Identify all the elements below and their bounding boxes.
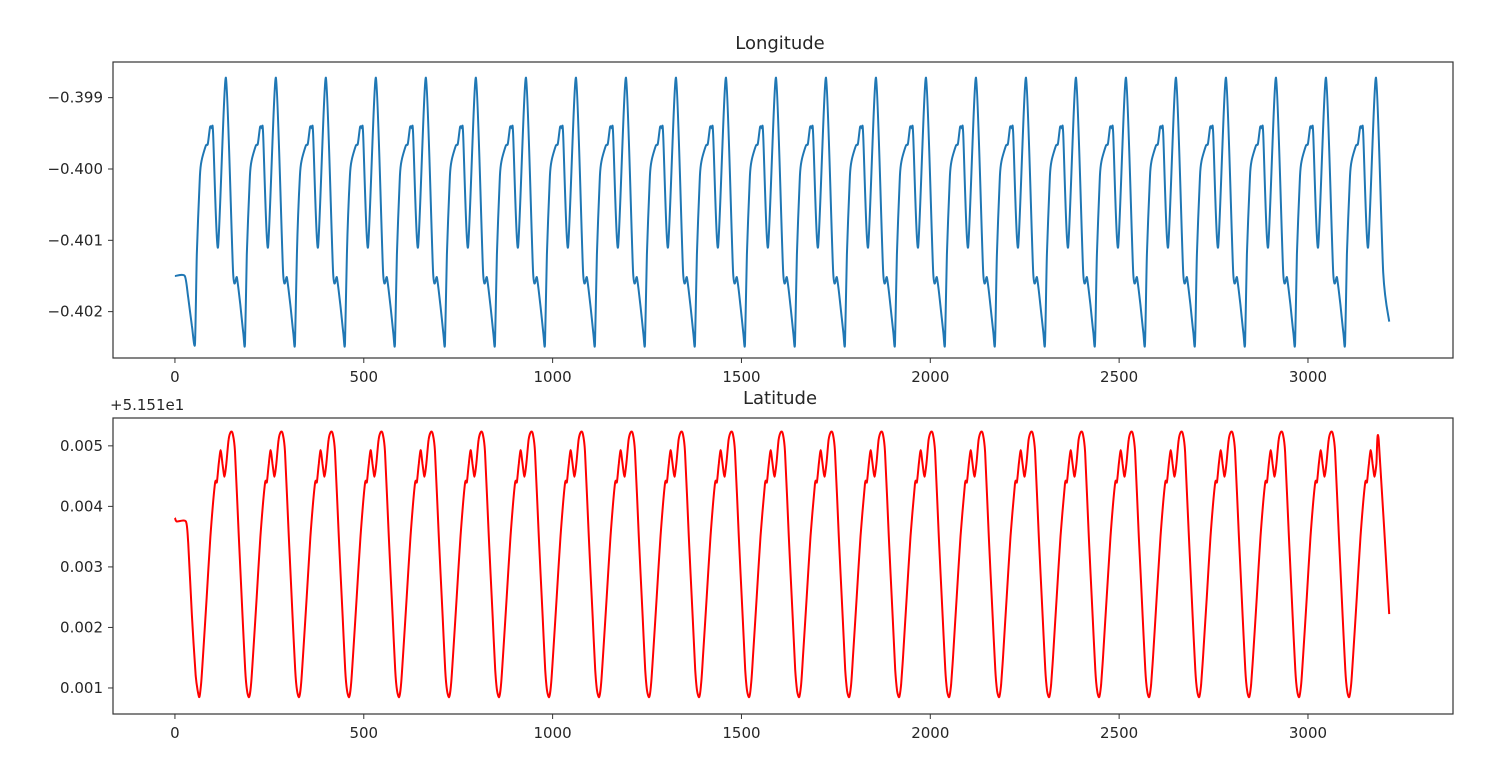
latitude-x-tick-label: 1000 xyxy=(534,724,572,742)
latitude-x-tick-label: 2000 xyxy=(911,724,949,742)
latitude-y-tick-label: 0.004 xyxy=(60,497,103,515)
longitude-x-tick-label: 0 xyxy=(170,368,180,386)
longitude-x-tick-label: 2000 xyxy=(911,368,949,386)
longitude-title: Longitude xyxy=(735,33,825,54)
longitude-subplot: Longitude 0 500 1000 1500 2000 2500 3000 −0.402… xyxy=(47,33,1454,386)
longitude-y-tick-label: −0.402 xyxy=(47,303,103,321)
longitude-x-tick-label: 3000 xyxy=(1289,368,1327,386)
longitude-x-tick-label: 1500 xyxy=(722,368,760,386)
longitude-series-line xyxy=(174,76,1391,348)
latitude-series-line xyxy=(173,430,1391,699)
latitude-x-tick-label: 3000 xyxy=(1289,724,1327,742)
longitude-y-tick-label: −0.400 xyxy=(47,160,103,178)
latitude-x-tick-label: 1500 xyxy=(722,724,760,742)
latitude-offset-text: +5.151e1 xyxy=(110,396,184,414)
longitude-x-tick-label: 1000 xyxy=(534,368,572,386)
latitude-y-tick-label: 0.003 xyxy=(60,558,103,576)
latitude-y-tick-label: 0.002 xyxy=(60,618,103,636)
longitude-y-tick-label: −0.399 xyxy=(47,89,103,107)
latitude-y-tick-label: 0.001 xyxy=(60,679,103,697)
latitude-x-tick-label: 2500 xyxy=(1100,724,1138,742)
latitude-x-tick-label: 0 xyxy=(170,724,180,742)
longitude-y-tick-label: −0.401 xyxy=(47,231,103,249)
longitude-x-tick-label: 2500 xyxy=(1100,368,1138,386)
latitude-x-tick-label: 500 xyxy=(349,724,378,742)
latitude-title: Latitude xyxy=(743,388,817,409)
latitude-subplot: Latitude +5.151e1 0 500 1000 1500 2000 2500 30… xyxy=(60,388,1454,742)
latitude-y-tick-label: 0.005 xyxy=(60,437,103,455)
latitude-axes-frame xyxy=(112,417,1454,715)
longitude-x-tick-label: 500 xyxy=(349,368,378,386)
longitude-axes-frame xyxy=(112,61,1454,359)
